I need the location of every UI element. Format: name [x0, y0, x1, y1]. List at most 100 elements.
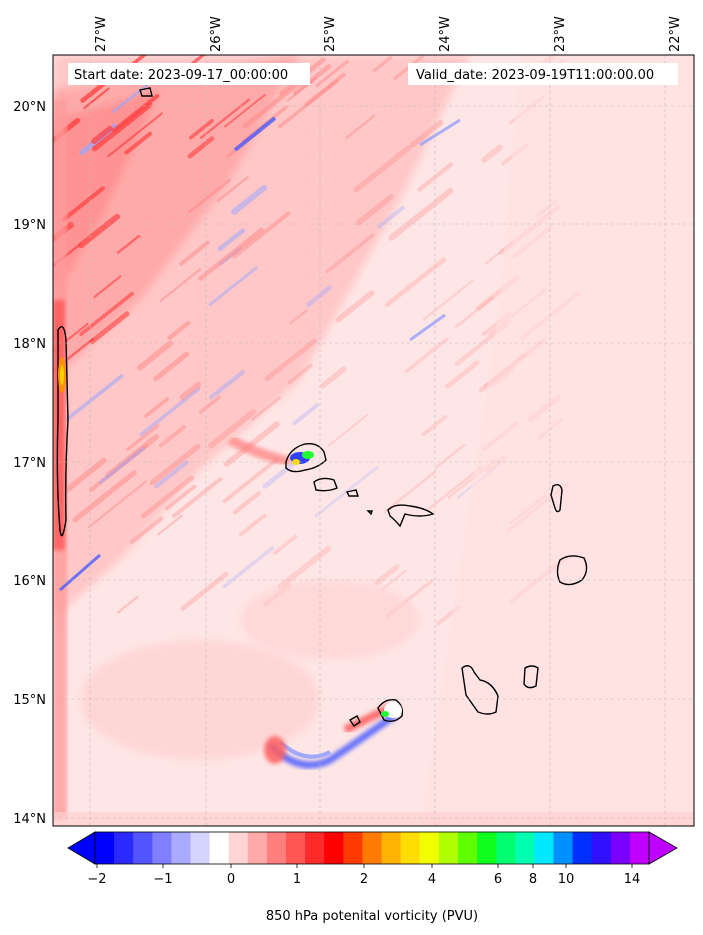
- colorbar-segment: [305, 832, 325, 864]
- pv-streak: [217, 228, 246, 252]
- pv-streak: [129, 516, 164, 544]
- colorbar-label: 850 hPa potenital vorticity (PVU): [266, 909, 478, 924]
- colorbar-segment: [629, 832, 650, 864]
- pv-streak: [232, 491, 261, 515]
- pv-streak: [64, 374, 124, 422]
- pv-streak: [83, 87, 110, 110]
- colorbar-segment: [190, 832, 211, 864]
- lat-label: 20°N: [13, 100, 46, 115]
- colorbar: −2 −1 0 1 2 4 6 8 10 14 850 hPa potenital vortici…: [67, 831, 678, 924]
- gridlines: [53, 55, 694, 826]
- pv-streak: [91, 102, 153, 152]
- pv-streak: [421, 414, 448, 437]
- lon-label: 24°W: [438, 16, 453, 52]
- pv-streak: [154, 460, 189, 489]
- pv-streak: [335, 290, 375, 323]
- colorbar-segment: [95, 832, 115, 864]
- colorbar-segment: [515, 832, 535, 864]
- colorbar-min-extend: [67, 831, 96, 865]
- colorbar-tick-label: −2: [87, 872, 106, 887]
- pv-streak: [126, 424, 160, 451]
- pv-streak: [91, 125, 113, 145]
- pv-streak: [179, 240, 210, 266]
- pv-streak: [238, 513, 267, 537]
- pv-streak: [64, 457, 107, 493]
- pv-streak: [197, 227, 264, 281]
- pv-streak: [198, 395, 221, 414]
- colorbar-segment: [610, 832, 631, 864]
- lon-label: 25°W: [323, 16, 338, 52]
- colorbar-segment: [572, 832, 593, 864]
- pv-streak: [140, 475, 194, 519]
- pv-streak: [61, 186, 105, 222]
- pv-streak: [388, 187, 454, 241]
- colorbar-tick-label: 10: [558, 872, 575, 887]
- colorbar-segment: [400, 832, 421, 864]
- pv-streak: [327, 413, 369, 447]
- pv-streak: [345, 114, 376, 139]
- pv-streak: [89, 311, 130, 345]
- pv-streak: [79, 291, 134, 337]
- colorbar-segment: [286, 832, 306, 864]
- pv-streak: [292, 403, 319, 426]
- pv-streak: [149, 443, 201, 486]
- pv-streak: [292, 64, 332, 96]
- pv-streak: [165, 484, 197, 511]
- colorbar-segment: [534, 832, 554, 864]
- pv-streak: [116, 234, 141, 254]
- colorbar-segment: [114, 832, 134, 864]
- pv-streak: [157, 514, 183, 536]
- island-sao-vicente: [313, 477, 338, 492]
- map-frame: [52, 54, 695, 827]
- pv-streak: [304, 72, 346, 107]
- pv-streak: [315, 59, 350, 88]
- valid-date-text: Valid_date: 2023-09-19T11:00:00.00: [416, 68, 654, 83]
- pv-streak: [72, 470, 137, 523]
- pv-streak: [383, 471, 436, 514]
- colorbar-tick-label: 0: [227, 872, 235, 887]
- island-maio: [523, 665, 539, 689]
- pv-streak: [306, 285, 333, 307]
- pv-streak: [124, 131, 152, 155]
- colorbar-segment: [266, 832, 287, 864]
- pv-streak: [187, 178, 231, 214]
- lat-label: 17°N: [13, 456, 46, 471]
- start-date-box: [68, 63, 310, 85]
- lat-label: 15°N: [13, 693, 46, 708]
- colorbar-segment: [152, 832, 172, 864]
- pv-streak: [372, 56, 392, 73]
- pv-streak: [250, 396, 282, 421]
- pv-streak: [159, 425, 186, 448]
- colorbar-segment: [362, 832, 383, 864]
- island-santa-luzia: [345, 489, 359, 497]
- latitude-labels: 20°N 19°N 18°N 17°N 16°N 15°N 14°N: [13, 100, 46, 827]
- pv-streak: [481, 144, 503, 163]
- colorbar-ticks: −2 −1 0 1 2 4 6 8 10 14: [87, 864, 640, 887]
- pv-streak: [404, 337, 449, 374]
- longitude-labels: 27°W 26°W 25°W 24°W 23°W 22°W: [94, 16, 683, 52]
- pv-streak: [319, 366, 347, 389]
- colorbar-segment: [591, 832, 612, 864]
- pv-streak: [187, 136, 215, 159]
- start-date-text: Start date: 2023-09-17_00:00:00: [74, 68, 288, 83]
- lat-label: 18°N: [13, 337, 46, 352]
- pv-streak: [224, 93, 266, 128]
- colorbar-max-extend: [648, 831, 678, 865]
- colorbar-segment: [457, 832, 478, 864]
- pv-streak: [78, 213, 120, 249]
- pv-streak: [144, 397, 170, 418]
- pv-streak: [422, 279, 474, 321]
- pv-streak: [167, 320, 191, 341]
- pv-streak: [93, 275, 122, 299]
- island-santiago: [461, 665, 499, 715]
- pv-streak: [107, 112, 163, 158]
- pv-streak: [445, 360, 480, 389]
- colorbar-segment: [438, 832, 459, 864]
- colorbar-segment: [496, 832, 516, 864]
- lat-label: 14°N: [13, 812, 46, 827]
- pv-streak: [231, 184, 268, 215]
- lon-label: 22°W: [668, 16, 683, 52]
- pv-streak: [172, 477, 223, 518]
- pv-streak: [222, 457, 279, 504]
